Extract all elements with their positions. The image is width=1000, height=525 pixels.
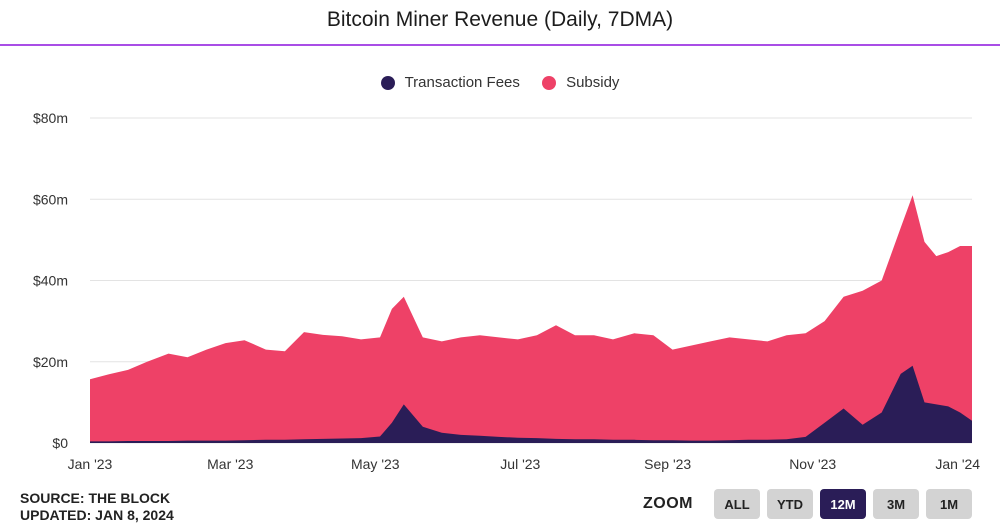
- y-tick-label: $0: [52, 435, 68, 451]
- zoom-all-button[interactable]: ALL: [714, 489, 760, 519]
- chart-footer: SOURCE: THE BLOCK UPDATED: JAN 8, 2024: [20, 490, 174, 524]
- y-tick-label: $40m: [33, 273, 68, 289]
- zoom-1m-button[interactable]: 1M: [926, 489, 972, 519]
- transaction-fees-swatch-icon: [380, 75, 395, 90]
- legend: Transaction Fees Subsidy: [0, 74, 1000, 94]
- zoom-controls: ZOOM ALL YTD 12M 3M 1M: [643, 489, 972, 519]
- zoom-label: ZOOM: [643, 495, 693, 512]
- subsidy-area: [90, 195, 972, 443]
- legend-label-transaction-fees: Transaction Fees: [404, 74, 520, 91]
- subsidy-swatch-icon: [542, 75, 557, 90]
- legend-item-transaction-fees[interactable]: Transaction Fees: [380, 74, 520, 91]
- area-series: [90, 195, 972, 443]
- x-tick-label: Sep '23: [644, 456, 691, 472]
- updated-label: UPDATED: JAN 8, 2024: [20, 507, 174, 523]
- x-tick-label: Mar '23: [207, 456, 253, 472]
- y-tick-label: $60m: [33, 191, 68, 207]
- zoom-12m-button[interactable]: 12M: [820, 489, 866, 519]
- y-tick-label: $20m: [33, 354, 68, 370]
- y-axis: $0 $20m $40m $60m $80m: [33, 110, 68, 451]
- zoom-ytd-button[interactable]: YTD: [767, 489, 813, 519]
- x-tick-label: May '23: [351, 456, 400, 472]
- chart-title: Bitcoin Miner Revenue (Daily, 7DMA): [326, 8, 674, 31]
- x-tick-label: Jan '23: [68, 456, 113, 472]
- chart-plot-area: Jan '23 Mar '23 May '23 Jul '23 Sep '23 Nov '…: [33, 110, 981, 472]
- x-axis: Jan '23 Mar '23 May '23 Jul '23 Sep '23 Nov '…: [68, 456, 981, 472]
- x-tick-label: Nov '23: [789, 456, 836, 472]
- zoom-3m-button[interactable]: 3M: [873, 489, 919, 519]
- title-divider: [0, 44, 1000, 46]
- x-tick-label: Jul '23: [500, 456, 540, 472]
- y-tick-label: $80m: [33, 110, 68, 126]
- legend-item-subsidy[interactable]: Subsidy: [542, 74, 619, 91]
- source-label: SOURCE: THE BLOCK: [20, 490, 171, 506]
- transaction-fees-area: [90, 365, 972, 443]
- x-tick-label: Jan '24: [935, 456, 980, 472]
- legend-label-subsidy: Subsidy: [566, 74, 620, 91]
